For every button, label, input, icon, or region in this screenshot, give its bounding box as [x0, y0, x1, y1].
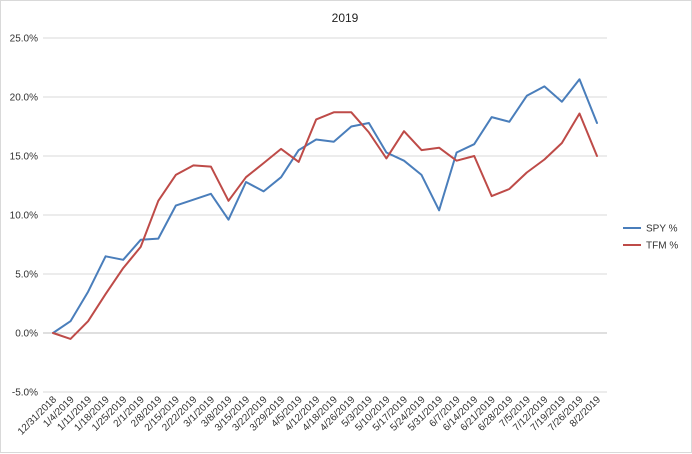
series-line-tfm	[52, 111, 598, 340]
y-tick-label: 20.0%	[10, 93, 38, 104]
y-tick-label: 15.0%	[10, 152, 38, 163]
legend-label: TFM %	[646, 241, 678, 252]
series-lines	[52, 78, 598, 340]
y-tick-label: 0.0%	[15, 329, 38, 340]
y-tick-label: 5.0%	[15, 270, 38, 281]
series-line-spy	[52, 78, 598, 334]
y-axis-tick-labels: -5.0% 0.0% 5.0% 10.0% 15.0% 20.0% 25.0%	[10, 34, 38, 399]
y-tick-label: 25.0%	[10, 34, 38, 45]
chart-title: 2019	[332, 11, 359, 25]
legend: SPY % TFM %	[623, 224, 678, 252]
y-tick-label: 10.0%	[10, 211, 38, 222]
legend-label: SPY %	[646, 224, 678, 235]
gridlines	[43, 37, 607, 393]
x-axis-tick-labels: 12/31/20181/4/20191/11/20191/18/20191/25…	[16, 394, 603, 437]
y-tick-label: -5.0%	[12, 388, 38, 399]
